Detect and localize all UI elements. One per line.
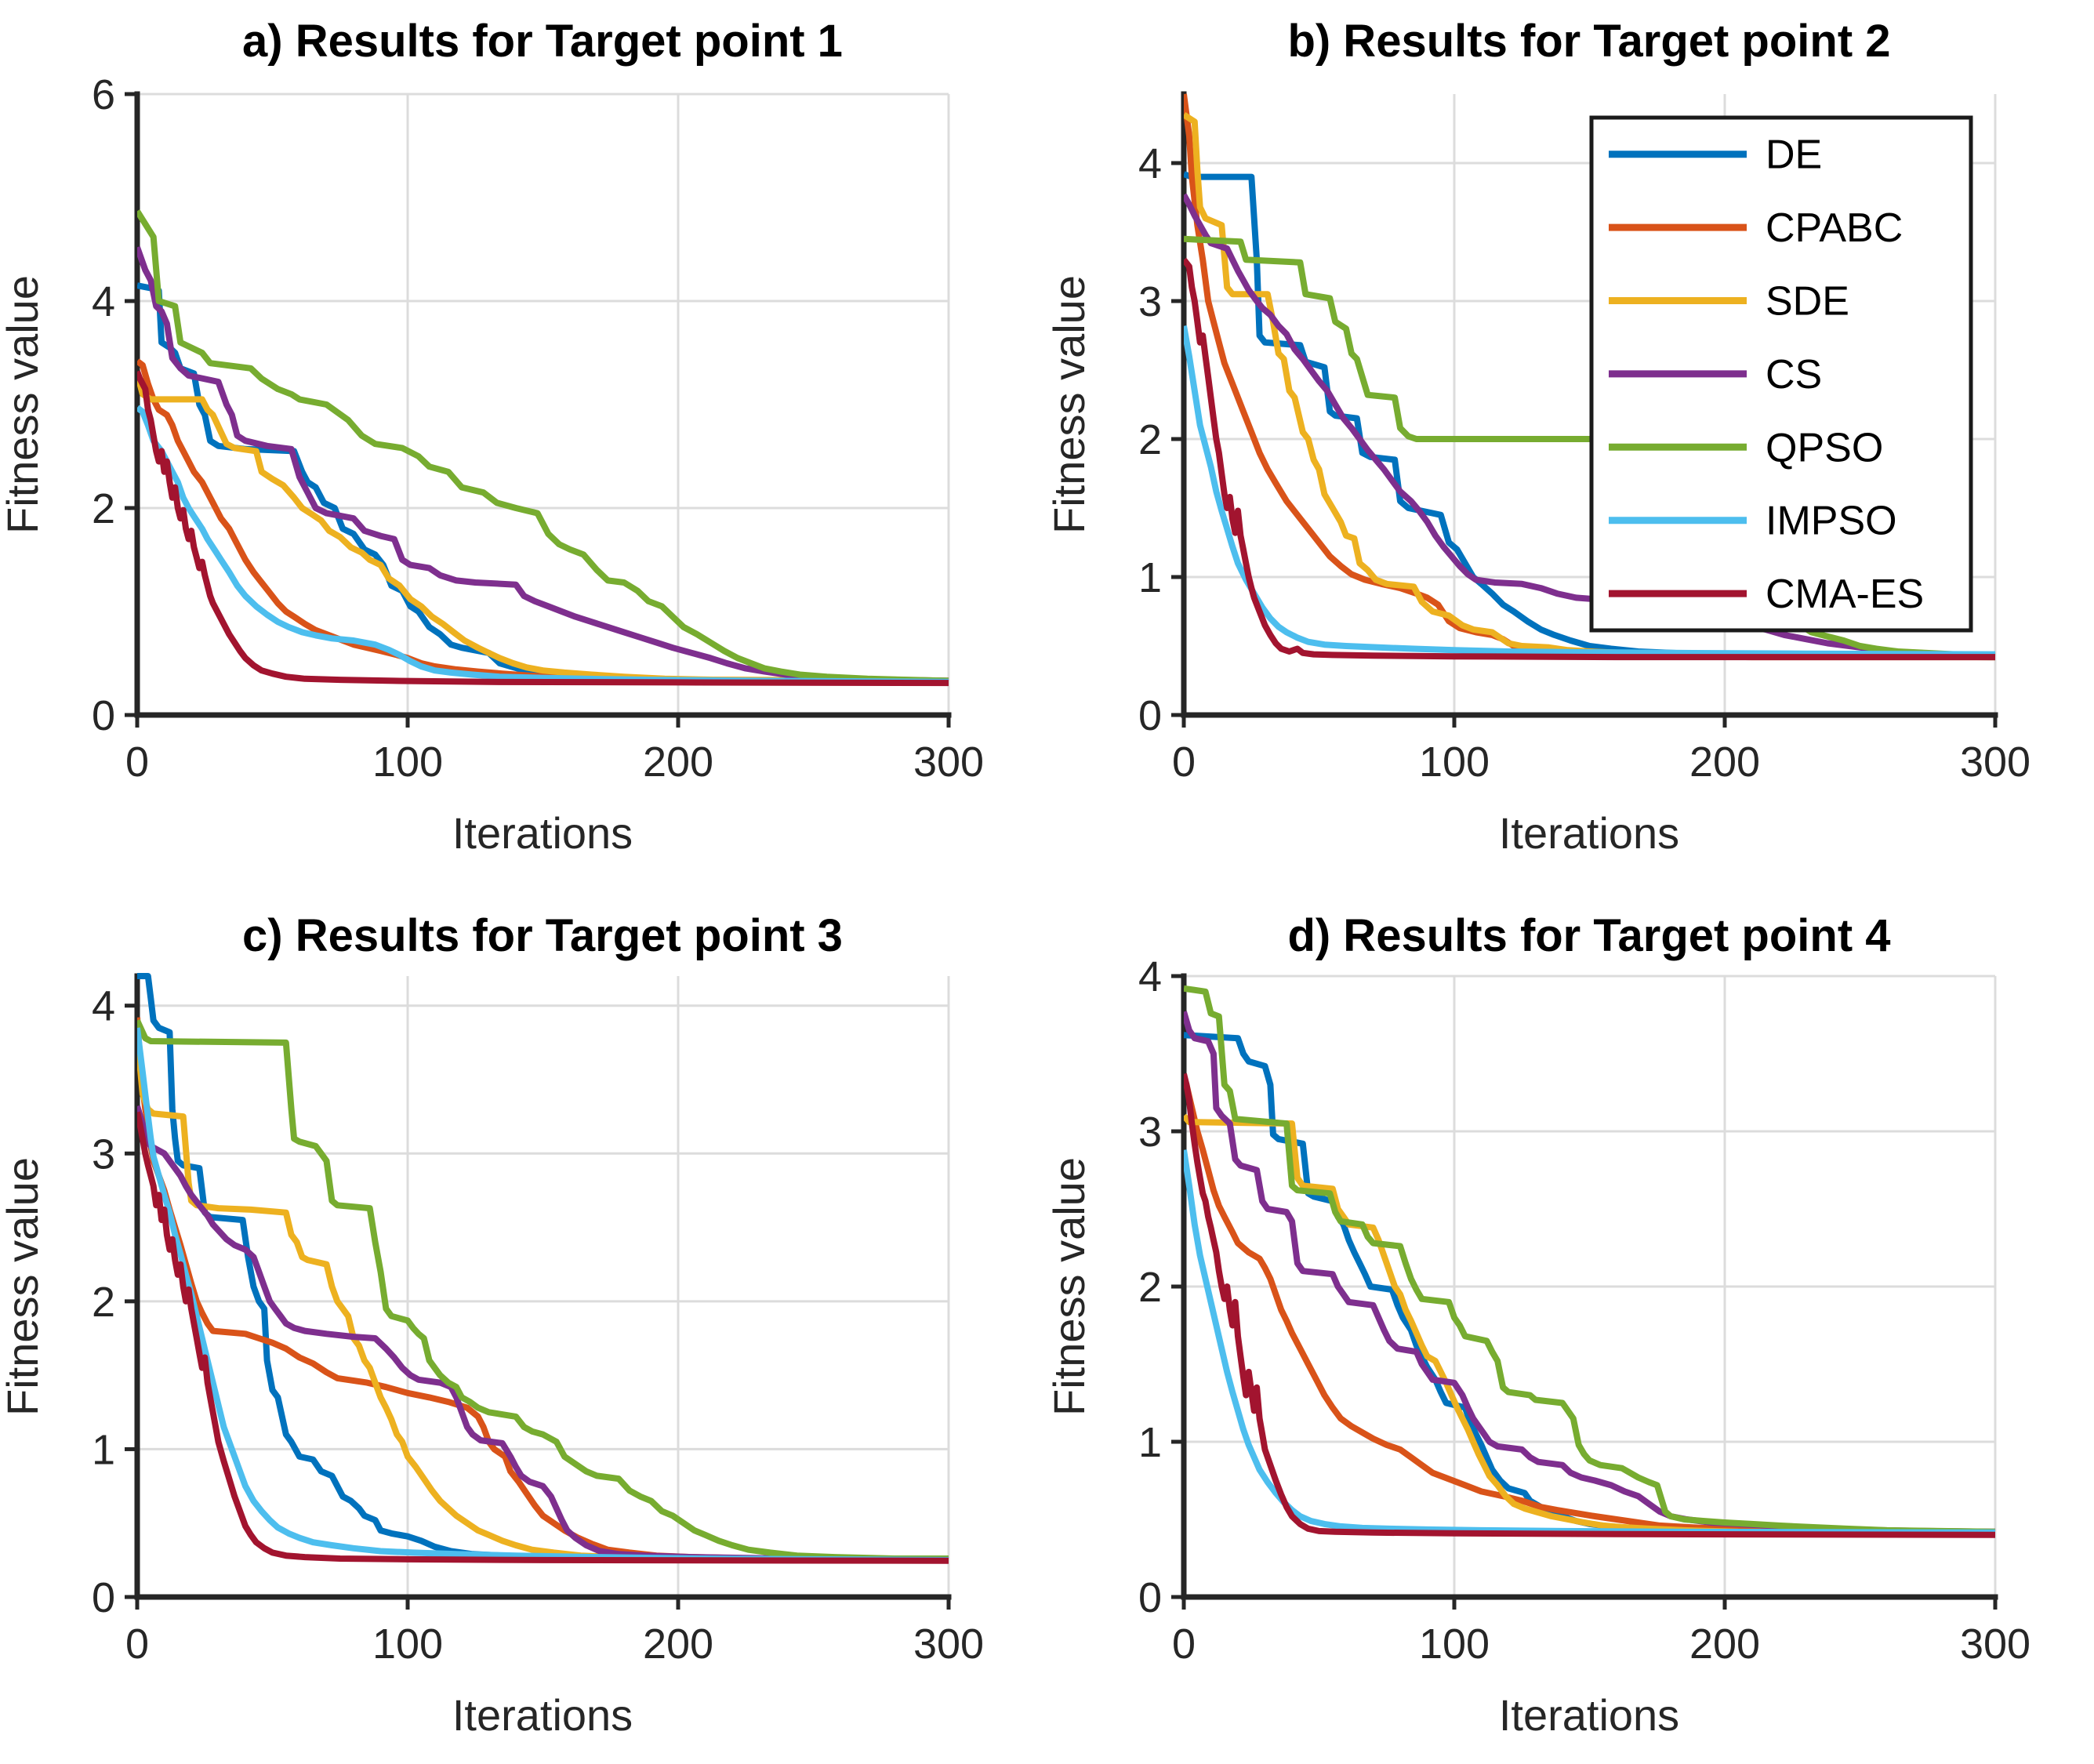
subplot-a-ylabel: Fitness value xyxy=(0,275,47,534)
subplot-a-xlabel: Iterations xyxy=(452,808,633,858)
x-tick-label-200: 200 xyxy=(1689,1621,1760,1668)
subplot-d-canvas: 0 100 200 300 0 1 2 3 4 d) Results for Target po… xyxy=(1047,910,2030,1740)
curve-SDE xyxy=(1184,112,1996,661)
x-tick-label-300: 300 xyxy=(1960,1621,2030,1668)
subplot-a-canvas: 0 100 200 300 0 2 4 6 a) Results for Target poi… xyxy=(0,16,984,858)
y-tick-label-1: 1 xyxy=(92,1426,115,1473)
y-tick-label-4: 4 xyxy=(1138,140,1162,187)
curve-DE xyxy=(137,973,949,1563)
subplot-c-xlabel: Iterations xyxy=(452,1690,633,1740)
curve-CS xyxy=(137,1105,949,1563)
legend-label-IMPSO: IMPSO xyxy=(1766,499,1897,544)
y-tick-label-3: 3 xyxy=(1138,278,1162,325)
x-tick-label-200: 200 xyxy=(643,739,713,786)
legend: DE CPABC SDE CS QPSO IMPSO CMA-ES xyxy=(1589,115,1973,633)
y-tick-label-4: 4 xyxy=(92,278,115,325)
x-tick-label-100: 100 xyxy=(372,1621,443,1668)
curve-CS xyxy=(137,246,949,684)
y-tick-label-0: 0 xyxy=(92,692,115,739)
y-tick-label-0: 0 xyxy=(1138,1574,1162,1621)
curve-QPSO xyxy=(137,209,949,684)
subplot-b: 0 100 200 300 0 1 2 3 4 DE CPABC SDE CS QPSO IMPSO CMA-… xyxy=(1047,0,2093,882)
curve-CMA-ES xyxy=(137,1111,949,1564)
y-tick-label-3: 3 xyxy=(1138,1109,1162,1156)
legend-label-DE: DE xyxy=(1766,132,1822,178)
y-tick-label-4: 4 xyxy=(1138,953,1162,1000)
curve-CMA-ES xyxy=(137,370,949,687)
x-tick-label-200: 200 xyxy=(1689,739,1760,786)
x-tick-label-300: 300 xyxy=(913,1621,984,1668)
curve-CS xyxy=(1184,1011,1996,1535)
legend-label-CPABC: CPABC xyxy=(1766,205,1903,251)
curve-QPSO xyxy=(137,1018,949,1562)
curve-IMPSO xyxy=(1184,325,1996,658)
y-tick-label-6: 6 xyxy=(92,71,115,118)
legend-label-CS: CS xyxy=(1766,352,1822,397)
subplot-c-ylabel: Fitness value xyxy=(0,1157,47,1416)
subplot-b-ylabel: Fitness value xyxy=(1047,275,1094,534)
x-tick-label-0: 0 xyxy=(125,1621,149,1668)
x-tick-label-300: 300 xyxy=(913,739,984,786)
curve-CPABC xyxy=(1184,1076,1996,1536)
x-tick-label-200: 200 xyxy=(643,1621,713,1668)
subplot-c-title: c) Results for Target point 3 xyxy=(242,910,843,961)
y-tick-label-4: 4 xyxy=(92,983,115,1030)
subplot-a: 0 100 200 300 0 2 4 6 a) Results for Target poi… xyxy=(0,0,1047,882)
curve-CPABC xyxy=(137,1017,949,1563)
curve-CMA-ES xyxy=(1184,1073,1996,1538)
subplot-d: 0 100 200 300 0 1 2 3 4 d) Results for Target po… xyxy=(1047,882,2093,1764)
curve-IMPSO xyxy=(1184,1149,1996,1536)
subplot-a-title: a) Results for Target point 1 xyxy=(242,16,843,67)
subplot-d-ylabel: Fitness value xyxy=(1047,1157,1094,1416)
curve-DE xyxy=(1184,171,1996,661)
y-tick-label-0: 0 xyxy=(92,1574,115,1621)
x-tick-label-0: 0 xyxy=(125,739,149,786)
curve-SDE xyxy=(137,372,949,684)
y-tick-label-2: 2 xyxy=(1138,1264,1162,1311)
curve-IMPSO xyxy=(137,1027,949,1563)
legend-label-QPSO: QPSO xyxy=(1766,425,1883,470)
curve-DE xyxy=(137,282,949,685)
curve-QPSO xyxy=(1184,985,1996,1535)
x-tick-label-100: 100 xyxy=(1419,739,1490,786)
legend-label-SDE: SDE xyxy=(1766,279,1849,325)
y-tick-label-1: 1 xyxy=(1138,1419,1162,1466)
curve-CPABC xyxy=(137,358,949,684)
x-tick-label-0: 0 xyxy=(1172,739,1196,786)
subplot-b-canvas: 0 100 200 300 0 1 2 3 4 DE CPABC SDE CS QPSO IMPSO CMA-… xyxy=(1047,16,2030,858)
subplot-c-canvas: 0 100 200 300 0 1 2 3 4 c) Results for Target po… xyxy=(0,910,984,1740)
y-tick-label-2: 2 xyxy=(1138,416,1162,463)
x-tick-label-300: 300 xyxy=(1960,739,2030,786)
legend-label-CMA-ES: CMA-ES xyxy=(1766,572,1924,617)
x-tick-label-100: 100 xyxy=(1419,1621,1490,1668)
subplot-d-title: d) Results for Target point 4 xyxy=(1287,910,1890,961)
subplot-d-xlabel: Iterations xyxy=(1499,1690,1679,1740)
y-tick-label-1: 1 xyxy=(1138,554,1162,601)
y-tick-label-0: 0 xyxy=(1138,692,1162,739)
curve-CMA-ES xyxy=(1184,257,1995,661)
subplot-b-xlabel: Iterations xyxy=(1499,808,1679,858)
y-tick-label-3: 3 xyxy=(92,1131,115,1178)
x-tick-label-100: 100 xyxy=(372,739,443,786)
x-tick-label-0: 0 xyxy=(1172,1621,1196,1668)
y-tick-label-2: 2 xyxy=(92,485,115,532)
y-tick-label-2: 2 xyxy=(92,1279,115,1326)
curve-IMPSO xyxy=(137,405,949,685)
subplot-b-title: b) Results for Target point 2 xyxy=(1287,16,1890,67)
subplot-c: 0 100 200 300 0 1 2 3 4 c) Results for Target po… xyxy=(0,882,1047,1764)
